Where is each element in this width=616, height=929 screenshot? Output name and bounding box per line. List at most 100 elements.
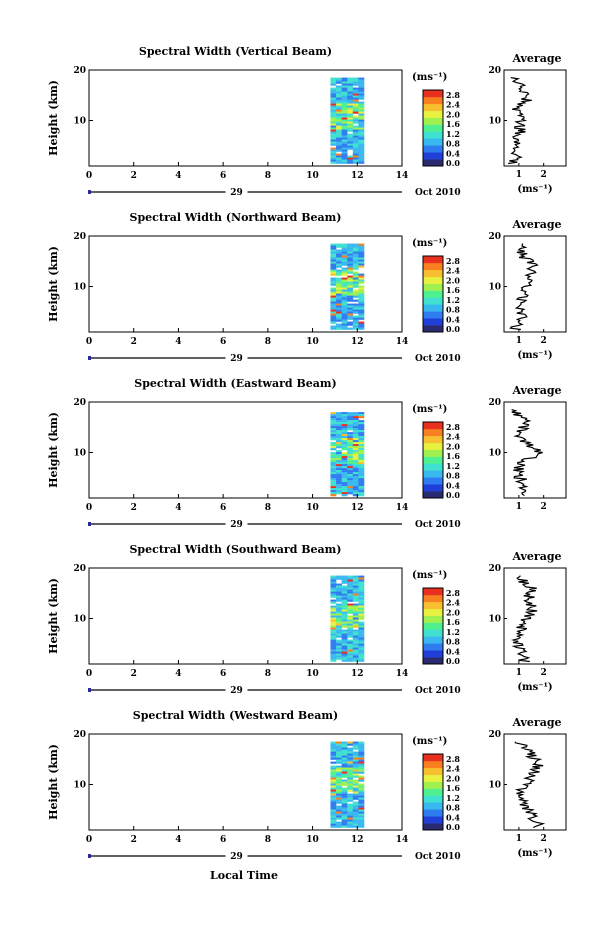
heatmap-cell: [347, 460, 354, 463]
heatmap-cell: [336, 773, 342, 776]
heatmap-cell: [347, 607, 354, 610]
heatmap-cell: [352, 414, 359, 417]
profile-line: [514, 741, 546, 829]
heatmap-cell: [336, 633, 342, 636]
heatmap-cell: [352, 478, 359, 481]
heatmap-cell: [352, 247, 359, 250]
heatmap-cell: [347, 753, 354, 756]
heatmap-cell: [330, 641, 337, 644]
heatmap-cell: [336, 643, 342, 646]
heatmap-cell: [358, 115, 365, 118]
heatmap-cell: [330, 488, 337, 491]
heatmap-cell: [330, 243, 337, 246]
x-tick-label: 8: [265, 835, 271, 845]
colorbar-tick-label: 2.0: [446, 275, 460, 285]
heatmap-cell: [347, 452, 354, 455]
colorbar-tick-label: 0.0: [446, 490, 460, 500]
date-suffix-label: Oct 2010: [415, 354, 461, 364]
heatmap-cell: [358, 767, 365, 770]
colorbar-tick-label: 1.2: [446, 627, 460, 637]
heatmap-cell: [358, 476, 365, 479]
profile-y-tick-label: 20: [488, 398, 501, 408]
heatmap-cell: [341, 257, 348, 260]
heatmap-cell: [341, 476, 348, 479]
heatmap-cell: [358, 641, 365, 644]
heatmap-cell: [352, 597, 359, 600]
heatmap-cell: [352, 641, 359, 644]
heatmap-cell: [352, 77, 359, 80]
colorbar-unit: (ms⁻¹): [412, 736, 447, 747]
heatmap-cell: [341, 446, 348, 449]
heatmap-cell: [336, 825, 342, 828]
heatmap-cell: [347, 755, 354, 758]
date-label-pad: [225, 684, 248, 695]
heatmap-cell: [358, 615, 365, 618]
heatmap-cell: [352, 99, 359, 102]
heatmap-cell: [330, 741, 337, 744]
heatmap-cell: [336, 253, 342, 256]
x-tick-label: 4: [175, 337, 181, 347]
heatmap-cell: [341, 414, 348, 417]
heatmap-cell: [336, 259, 342, 262]
heatmap-cell: [358, 277, 365, 280]
colorbar-tick-label: 2.8: [446, 754, 460, 764]
colorbar-swatch: [423, 152, 443, 160]
x-tick-label: 12: [351, 171, 364, 181]
heatmap-cell: [336, 145, 342, 148]
heatmap-cell: [358, 629, 365, 632]
x-tick-label: 6: [220, 835, 226, 845]
heatmap-cell: [347, 87, 354, 90]
heatmap-cell: [358, 97, 365, 100]
heatmap-cell: [352, 591, 359, 594]
heatmap-cell: [347, 787, 354, 790]
heatmap-cell: [336, 305, 342, 308]
heatmap-cell: [341, 456, 348, 459]
colorbar-tick-label: 0.4: [446, 314, 460, 324]
heatmap-cell: [336, 273, 342, 276]
heatmap-cell: [330, 615, 337, 618]
heatmap-cell: [347, 486, 354, 489]
heatmap-cell: [347, 147, 354, 150]
x-tick-label: 4: [175, 503, 181, 513]
heatmap-cell: [330, 159, 337, 162]
heatmap-cell: [347, 759, 354, 762]
heatmap-cell: [352, 137, 359, 140]
heatmap-cell: [336, 464, 342, 467]
heatmap-cell: [358, 129, 365, 132]
heatmap-cell: [330, 601, 337, 604]
heatmap-cell: [330, 783, 337, 786]
heatmap-cell: [352, 131, 359, 134]
heatmap-cell: [358, 494, 365, 497]
heatmap-cell: [347, 761, 354, 764]
heatmap-cell: [352, 271, 359, 274]
heatmap-cell: [341, 83, 348, 86]
heatmap-cell: [352, 289, 359, 292]
heatmap-cell: [352, 494, 359, 497]
heatmap-cell: [358, 151, 365, 154]
heatmap-cell: [341, 494, 348, 497]
heatmap-cell: [336, 490, 342, 493]
heatmap-cell: [352, 793, 359, 796]
heatmap-cell: [336, 307, 342, 310]
colorbar-swatch: [423, 802, 443, 810]
colorbar-swatch: [423, 428, 443, 437]
heatmap-cell: [330, 805, 337, 808]
heatmap-cell: [352, 155, 359, 158]
heatmap-cell: [341, 155, 348, 158]
heatmap-cell: [358, 456, 365, 459]
profile-y-tick-label: 20: [488, 232, 501, 242]
heatmap-cell: [352, 603, 359, 606]
heatmap-cell: [330, 486, 337, 489]
heatmap-cell: [341, 593, 348, 596]
y-tick-label: 20: [73, 398, 86, 408]
heatmap-cell: [352, 87, 359, 90]
heatmap-cell: [352, 81, 359, 84]
heatmap-cell: [347, 259, 354, 262]
heatmap-cell: [330, 135, 337, 138]
colorbar-tick-label: 0.8: [446, 803, 460, 813]
heatmap-cell: [336, 91, 342, 94]
heatmap-cell: [358, 609, 365, 612]
heatmap-cell: [330, 767, 337, 770]
heatmap-cell: [358, 825, 365, 828]
heatmap-cell: [336, 271, 342, 274]
